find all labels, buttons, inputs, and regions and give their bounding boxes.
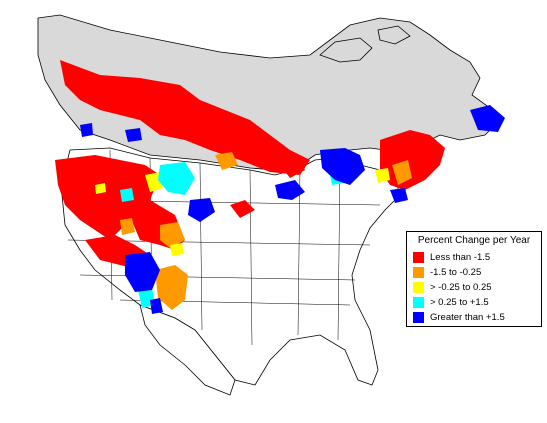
blue-square-icon [413,311,424,323]
legend-title: Percent Change per Year [417,235,531,246]
legend-label: -1.5 to -0.25 [430,266,482,278]
legend-item-greater-than: Greater than +1.5 [413,311,505,323]
legend: Percent Change per Year Less than -1.5 -… [406,231,542,327]
orange-patches [120,152,412,310]
legend-item-stable: > -0.25 to 0.25 [413,281,492,293]
legend-item-less-than: Less than -1.5 [413,251,490,263]
arctic-islands [319,25,411,63]
legend-label: > -0.25 to 0.25 [430,281,492,293]
legend-item-increase: > 0.25 to +1.5 [413,296,489,308]
legend-label: Greater than +1.5 [430,311,505,323]
yellow-square-icon [413,281,424,293]
legend-label: Less than -1.5 [430,251,491,263]
red-square-icon [413,251,424,263]
blue-patches [80,105,505,314]
orange-square-icon [413,266,424,278]
canada-region [37,14,501,171]
legend-label: > 0.25 to +1.5 [430,296,489,308]
cyan-square-icon [413,296,424,308]
mexico-region [139,304,236,396]
legend-item-decrease: -1.5 to -0.25 [413,266,481,278]
